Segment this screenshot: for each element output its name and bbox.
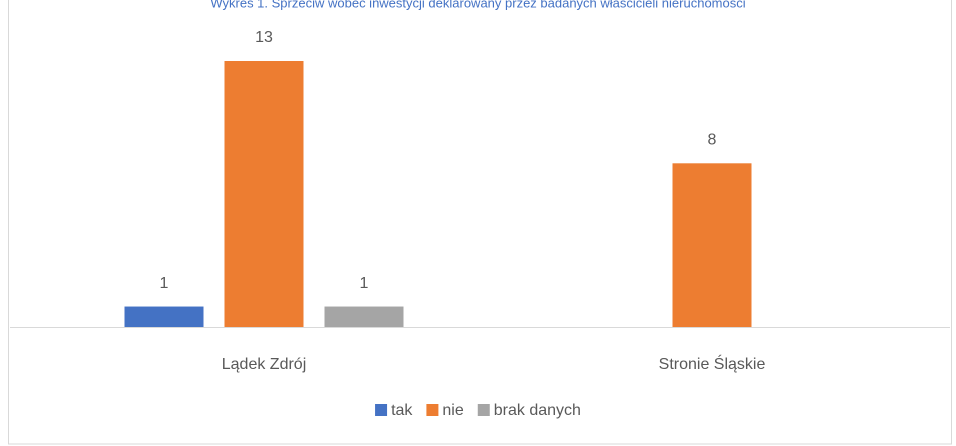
chart-border: [8, 0, 952, 445]
legend-swatch: [426, 404, 439, 416]
data-label: 13: [255, 29, 273, 46]
legend-label: brak danych: [494, 402, 581, 419]
legend-swatch: [477, 404, 490, 416]
bar: [224, 61, 304, 327]
x-tick-label: Lądek Zdrój: [222, 356, 307, 373]
bar: [124, 306, 204, 327]
bar: [324, 306, 404, 327]
data-label: 8: [708, 132, 717, 149]
data-label: 1: [360, 275, 369, 292]
bar: [672, 163, 752, 327]
data-label: 1: [160, 275, 169, 292]
legend-swatch: [375, 404, 388, 416]
chart-title: Wykres 1. Sprzeciw wobec inwestycji dekl…: [210, 0, 745, 10]
legend-label: nie: [442, 402, 463, 419]
legend-label: tak: [391, 402, 413, 419]
x-tick-label: Stronie Śląskie: [659, 354, 766, 373]
